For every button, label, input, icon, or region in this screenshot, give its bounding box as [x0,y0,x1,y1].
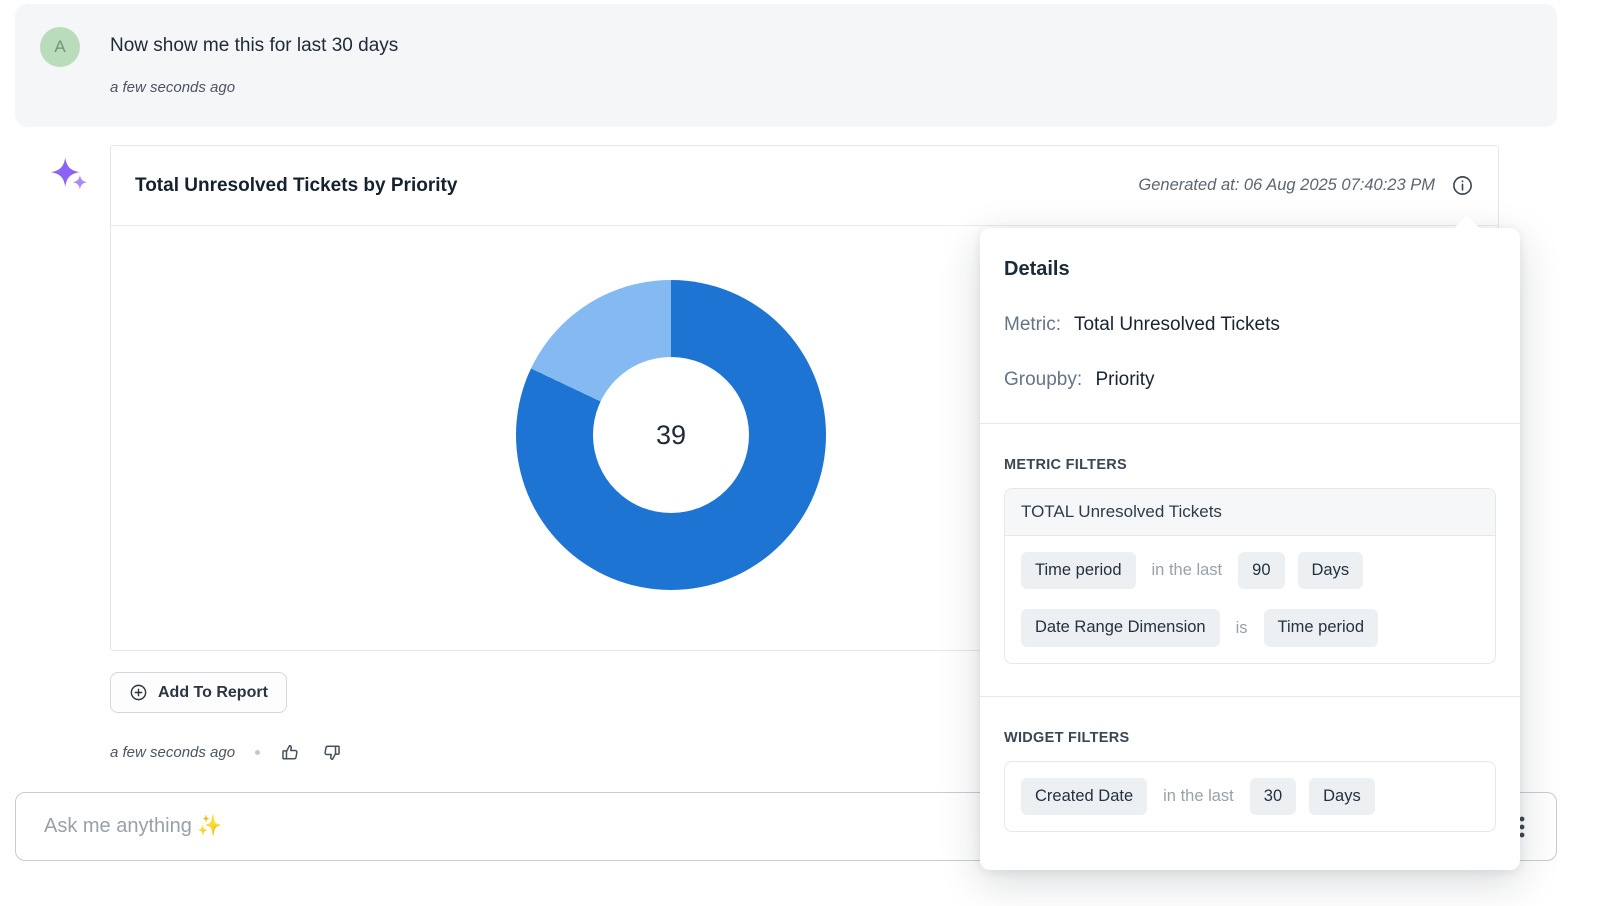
metric-line: Metric: Total Unresolved Tickets [1004,314,1496,336]
details-popover: Details Metric: Total Unresolved Tickets… [980,228,1520,870]
widget-filter-group: Created Date in the last 30 Days [1004,760,1496,833]
assistant-sparkle-icon [46,152,90,196]
chart-area: 39 [111,226,1498,650]
filter-value-chip: 90 [1238,552,1285,590]
metric-filters-section: METRIC FILTERS TOTAL Unresolved Tickets … [980,457,1520,664]
assistant-timestamp: a few seconds ago [110,743,236,761]
filter-op-text: in the last [1151,561,1223,580]
filter-field-chip: Date Range Dimension [1021,609,1220,647]
donut-total: 39 [655,419,687,450]
user-message-timestamp: a few seconds ago [110,79,236,96]
add-to-report-label: Add To Report [158,683,268,701]
avatar-initial: A [54,37,66,56]
filter-row: Date Range Dimension is Time period [1021,609,1479,647]
filter-row: Created Date in the last 30 Days [1021,777,1479,816]
assistant-feedback-row: a few seconds ago [110,738,342,766]
chart-card-header: Total Unresolved Tickets by Priority Gen… [111,146,1498,226]
generated-at-text: Generated at: 06 Aug 2025 07:40:23 PM [1138,176,1435,194]
donut-hole: 39 [593,357,749,513]
thumbs-up-icon[interactable] [280,742,301,763]
metric-filter-group: TOTAL Unresolved Tickets Time period in … [1004,488,1496,664]
chart-title: Total Unresolved Tickets by Priority [135,174,458,196]
filter-value-chip: 30 [1249,777,1297,816]
chart-header-right: Generated at: 06 Aug 2025 07:40:23 PM [1138,174,1474,197]
kebab-menu-icon[interactable] [1508,814,1536,840]
details-section: Details Metric: Total Unresolved Tickets… [980,258,1520,391]
popover-divider [980,695,1520,697]
groupby-label: Groupby: [1004,369,1083,390]
metric-filter-rows: Time period in the last 90 Days Date Ran… [1005,536,1495,663]
filter-field-chip: Time period [1021,552,1136,590]
plus-circle-icon [129,683,148,702]
metric-filters-header: METRIC FILTERS [1004,457,1128,473]
user-avatar: A [40,27,80,67]
user-message-text: Now show me this for last 30 days [110,35,399,56]
filter-row: Time period in the last 90 Days [1021,552,1479,590]
widget-filters-header: WIDGET FILTERS [1004,729,1130,746]
metric-value: Total Unresolved Tickets [1073,314,1280,335]
popover-divider [980,423,1520,424]
filter-unit-chip: Days [1309,777,1375,816]
filter-value-chip: Time period [1263,609,1379,647]
user-message: A Now show me this for last 30 days a fe… [15,4,1557,127]
widget-filters-section: WIDGET FILTERS Created Date in the last … [980,729,1520,833]
donut-chart[interactable]: 39 [516,280,826,590]
metric-label: Metric: [1004,314,1061,335]
info-icon[interactable] [1451,174,1474,197]
details-title: Details [1004,258,1070,280]
filter-op-text: is [1235,618,1248,637]
filter-field-chip: Created Date [1021,777,1148,816]
groupby-line: Groupby: Priority [1004,369,1496,391]
filter-unit-chip: Days [1297,552,1364,590]
widget-filter-rows: Created Date in the last 30 Days [1005,762,1495,831]
groupby-value: Priority [1095,369,1155,390]
thumbs-down-icon[interactable] [321,742,342,763]
metric-filter-group-title: TOTAL Unresolved Tickets [1005,489,1495,536]
separator-dot [255,749,261,755]
filter-op-text: in the last [1163,787,1234,806]
add-to-report-button[interactable]: Add To Report [110,672,287,713]
